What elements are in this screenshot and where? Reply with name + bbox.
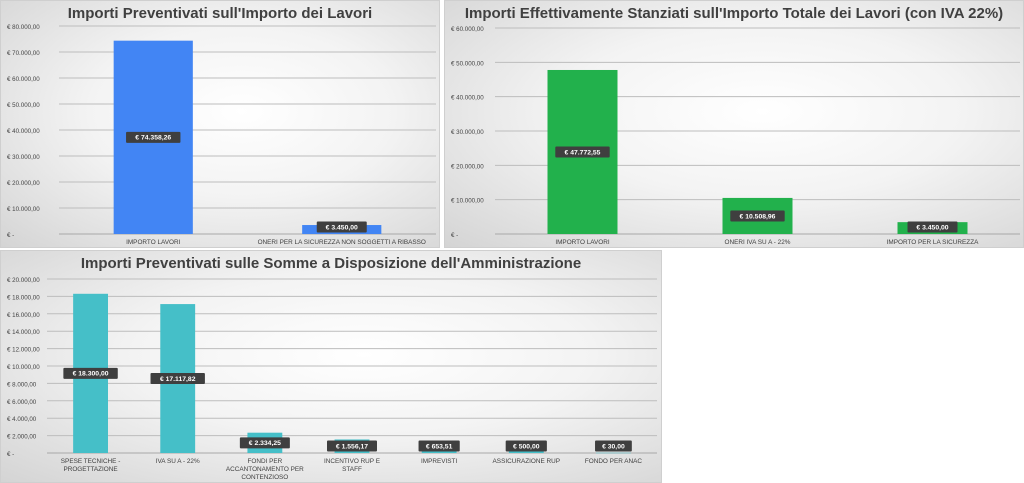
y-tick-label: € 10.000,00 bbox=[451, 198, 484, 205]
y-tick-label: € 12.000,00 bbox=[7, 347, 40, 354]
category-label: IVA SU A - 22% bbox=[156, 458, 200, 465]
data-label-box bbox=[239, 437, 290, 449]
category-label: SPESE TECNICHE - bbox=[61, 458, 121, 465]
data-label-box bbox=[150, 373, 205, 385]
y-tick-label: € 50.000,00 bbox=[7, 102, 40, 109]
category-label: PROGETTAZIONE bbox=[63, 466, 117, 473]
data-label: € 10.508,96 bbox=[740, 213, 776, 220]
y-tick-label: € - bbox=[7, 451, 14, 458]
data-label-box bbox=[555, 146, 610, 158]
data-label: € 17.117,82 bbox=[160, 376, 196, 383]
chart-panel-stanziati: Importi Effettivamente Stanziati sull'Im… bbox=[444, 0, 1024, 248]
y-tick-label: € 80.000,00 bbox=[7, 24, 40, 31]
category-label: IMPORTO PER LA SICUREZZA bbox=[887, 239, 979, 246]
bar-chart-lavori: € - € 10.000,00 € 20.000,00 € 30.000,00 € 40… bbox=[7, 24, 436, 246]
y-tick-label: € 10.000,00 bbox=[7, 206, 40, 213]
data-label-box bbox=[63, 367, 118, 379]
category-label: IMPORTO LAVORI bbox=[126, 239, 181, 246]
data-label: € 2.334,25 bbox=[249, 440, 281, 447]
y-tick-label: € 30.000,00 bbox=[7, 154, 40, 161]
category-label: CONTENZIOSO bbox=[241, 474, 288, 481]
y-tick-label: € 8.000,00 bbox=[7, 381, 37, 388]
chart-title: Importi Preventivati sull'Importo dei La… bbox=[67, 5, 373, 22]
category-label: INCENTIVO RUP E bbox=[324, 458, 380, 465]
y-tick-label: € 70.000,00 bbox=[7, 50, 40, 57]
data-label-box bbox=[595, 440, 632, 452]
data-label-box bbox=[907, 221, 958, 233]
y-tick-label: € 60.000,00 bbox=[7, 76, 40, 83]
category-label: ONERI PER LA SICUREZZA NON SOGGETTI A RI… bbox=[258, 239, 426, 246]
data-label: € 74.358,26 bbox=[135, 135, 171, 142]
y-tick-label: € 30.000,00 bbox=[451, 129, 484, 136]
y-tick-label: € 40.000,00 bbox=[451, 95, 484, 102]
data-label: € 30,00 bbox=[602, 443, 625, 450]
category-label: ACCANTONAMENTO PER bbox=[226, 466, 304, 473]
bar bbox=[596, 452, 631, 454]
chart-title: Importi Effettivamente Stanziati sull'Im… bbox=[464, 5, 1004, 22]
chart-title: Importi Preventivati sulle Somme a Dispo… bbox=[80, 255, 582, 272]
category-label: ONERI IVA SU A - 22% bbox=[725, 239, 791, 246]
data-label-box bbox=[327, 440, 377, 452]
data-label: € 18.300,00 bbox=[73, 371, 109, 378]
data-label: € 47.772,55 bbox=[565, 149, 601, 156]
data-label: € 3.450,00 bbox=[326, 224, 358, 231]
category-label: STAFF bbox=[342, 466, 362, 473]
y-tick-label: € 2.000,00 bbox=[7, 434, 37, 441]
y-tick-label: € 6.000,00 bbox=[7, 399, 37, 406]
y-tick-label: € - bbox=[451, 232, 458, 239]
data-label-box bbox=[730, 210, 785, 222]
y-tick-label: € 20.000,00 bbox=[7, 277, 40, 284]
category-label: IMPORTO LAVORI bbox=[555, 239, 610, 246]
y-tick-label: € 18.000,00 bbox=[7, 294, 40, 301]
y-tick-label: € 60.000,00 bbox=[451, 26, 484, 33]
category-label: IMPREVISTI bbox=[421, 458, 457, 465]
data-label: € 653,51 bbox=[426, 443, 453, 450]
y-tick-label: € - bbox=[7, 232, 14, 239]
y-tick-label: € 16.000,00 bbox=[7, 312, 40, 319]
y-tick-label: € 20.000,00 bbox=[7, 180, 40, 187]
chart-panel-somme: Importi Preventivati sulle Somme a Dispo… bbox=[0, 250, 662, 483]
category-label: FONDI PER bbox=[247, 458, 282, 465]
bar-chart-somme: € - € 2.000,00 € 4.000,00 € 6.000,00 € 8.000… bbox=[7, 277, 657, 481]
category-label: FONDO PER ANAC bbox=[585, 458, 643, 465]
data-label: € 3.450,00 bbox=[916, 224, 948, 231]
data-label: € 500,00 bbox=[513, 443, 540, 450]
y-tick-label: € 4.000,00 bbox=[7, 416, 37, 423]
y-tick-label: € 10.000,00 bbox=[7, 364, 40, 371]
chart-panel-lavori: Importi Preventivati sull'Importo dei La… bbox=[0, 0, 440, 248]
data-label-box bbox=[418, 440, 460, 452]
y-tick-label: € 20.000,00 bbox=[451, 163, 484, 170]
data-label-box bbox=[316, 221, 367, 233]
y-tick-label: € 14.000,00 bbox=[7, 329, 40, 336]
y-tick-label: € 40.000,00 bbox=[7, 128, 40, 135]
data-label-box bbox=[505, 440, 547, 452]
data-label-box bbox=[126, 131, 181, 143]
data-label: € 1.556,17 bbox=[336, 443, 368, 450]
y-tick-label: € 50.000,00 bbox=[451, 60, 484, 67]
category-label: ASSICURAZIONE RUP bbox=[493, 458, 560, 465]
bar-chart-stanziati: € - € 10.000,00 € 20.000,00 € 30.000,00 € 40… bbox=[451, 26, 1020, 246]
